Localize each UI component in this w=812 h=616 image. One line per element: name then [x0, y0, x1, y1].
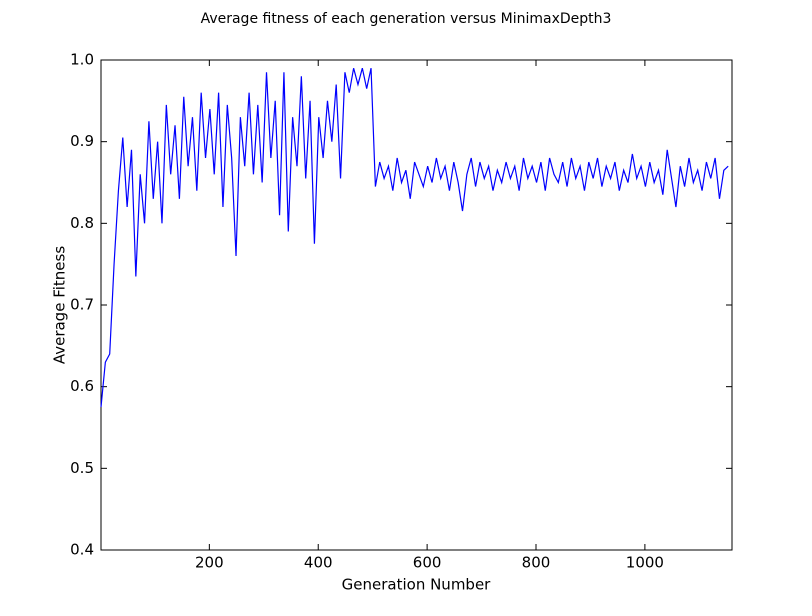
y-tick-label: 0.7: [70, 296, 94, 314]
y-tick-label: 0.6: [70, 377, 94, 395]
y-tick-label: 0.5: [70, 459, 94, 477]
plot-frame: [100, 59, 733, 551]
x-axis-label: Generation Number: [342, 576, 492, 594]
x-tick-label: 1000: [626, 554, 664, 572]
data-line: [100, 68, 729, 408]
y-axis-label: Average Fitness: [51, 246, 69, 365]
chart-title: Average fitness of each generation versu…: [201, 11, 612, 27]
y-tick-label: 0.4: [70, 541, 94, 559]
x-tick-label: 800: [522, 554, 551, 572]
x-tick-label: 200: [195, 554, 224, 572]
y-tick-label: 0.9: [70, 132, 94, 150]
x-tick-label: 600: [413, 554, 442, 572]
y-tick-label: 1.0: [70, 51, 94, 69]
y-tick-label: 0.8: [70, 214, 94, 232]
x-tick-label: 400: [304, 554, 333, 572]
